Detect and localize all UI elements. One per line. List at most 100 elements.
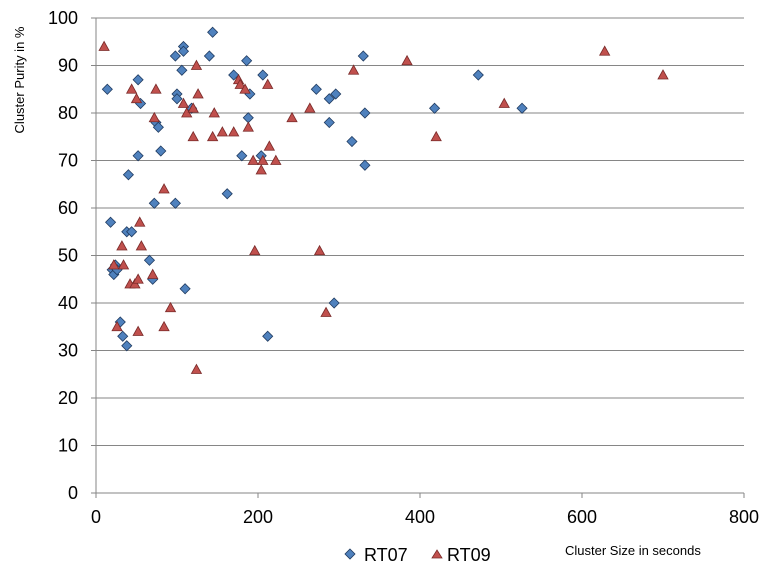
data-point-rt07 (171, 93, 183, 105)
data-point-rt09 (108, 259, 120, 270)
data-point-rt09 (164, 301, 177, 313)
data-point-rt07 (359, 107, 371, 119)
legend-label-rt07: RT07 (364, 545, 408, 565)
data-point-rt07 (122, 169, 134, 181)
data-point-rt09 (234, 78, 246, 89)
data-point-rt07 (516, 102, 528, 114)
data-point-rt09 (134, 216, 146, 227)
data-point-rt07 (228, 69, 240, 81)
data-point-rt07 (242, 112, 254, 124)
data-point-rt09 (148, 111, 160, 123)
data-point-rt07 (346, 135, 358, 148)
data-point-rt09 (206, 130, 219, 142)
data-point-rt09 (657, 69, 669, 80)
data-point-rt07 (221, 188, 233, 200)
data-point-rt09 (117, 259, 130, 270)
y-tick-label: 50 (58, 246, 78, 266)
data-point-rt09 (132, 325, 144, 336)
data-point-rt09 (190, 363, 203, 374)
data-point-rt09 (242, 121, 254, 132)
data-point-rt09 (401, 54, 413, 66)
data-point-rt09 (135, 240, 148, 251)
data-point-rt07 (472, 69, 484, 81)
data-point-rt09 (177, 97, 190, 108)
data-point-rt07 (236, 150, 248, 162)
data-point-rt07 (207, 26, 219, 38)
data-point-rt07 (126, 226, 138, 238)
y-tick-label: 70 (58, 151, 78, 171)
data-point-rt07 (152, 121, 164, 133)
data-point-rt09 (498, 97, 510, 108)
x-tick-label: 800 (729, 507, 759, 527)
data-point-rt09 (158, 320, 170, 332)
x-tick-label: 400 (405, 507, 435, 527)
data-point-rt07 (132, 150, 144, 162)
data-point-rt09 (249, 244, 261, 256)
data-point-rt09 (116, 240, 128, 251)
data-point-rt07 (328, 297, 340, 309)
y-tick-label: 80 (58, 103, 78, 123)
legend-marker-rt07 (344, 548, 356, 560)
data-point-rt09 (130, 92, 143, 104)
data-point-rt07 (143, 254, 156, 266)
data-point-rt07 (357, 50, 369, 62)
y-tick-labels: 0 10 20 30 40 50 60 70 80 90 100 (48, 8, 96, 503)
gridlines (96, 17, 744, 446)
data-point-rt07 (176, 64, 188, 76)
data-point-rt09 (263, 140, 276, 151)
data-point-rt09 (599, 45, 611, 56)
data-point-rt07 (177, 45, 190, 57)
data-point-rt09 (158, 183, 170, 194)
data-point-rt09 (187, 130, 199, 142)
data-point-rt09 (347, 64, 360, 75)
data-points (98, 26, 669, 374)
data-point-rt09 (286, 111, 298, 123)
data-point-rt09 (270, 154, 282, 165)
data-point-rt07 (330, 88, 342, 100)
y-tick-label: 90 (58, 56, 78, 76)
data-point-rt09 (430, 130, 442, 142)
y-tick-label: 100 (48, 8, 78, 28)
x-tick-label: 0 (91, 507, 101, 527)
y-axis-title: Cluster Purity in % (12, 26, 27, 133)
y-tick-label: 0 (68, 483, 78, 503)
data-point-rt07 (169, 197, 181, 209)
x-tick-label: 200 (243, 507, 273, 527)
data-point-rt09 (216, 126, 229, 137)
data-point-rt07 (262, 330, 274, 342)
data-point-rt07 (105, 216, 117, 228)
data-point-rt09 (111, 320, 123, 332)
data-point-rt07 (310, 83, 322, 95)
legend-item-rt07: RT07 (344, 545, 408, 565)
data-point-rt09 (257, 154, 269, 165)
legend-marker-rt09 (431, 549, 443, 559)
data-point-rt07 (121, 340, 133, 352)
data-point-rt09 (247, 154, 259, 165)
data-point-rt07 (132, 74, 144, 86)
data-point-rt09 (255, 164, 267, 175)
data-point-rt09 (132, 273, 144, 284)
data-point-rt09 (208, 107, 220, 118)
data-point-rt07 (101, 83, 113, 95)
data-point-rt07 (257, 69, 269, 81)
data-point-rt09 (262, 78, 274, 89)
data-point-rt07 (169, 50, 181, 62)
data-point-rt07 (323, 93, 335, 105)
data-point-rt07 (179, 283, 191, 295)
data-point-rt09 (304, 102, 316, 113)
data-point-rt07 (429, 102, 441, 114)
data-point-rt07 (155, 145, 167, 157)
data-point-rt09 (192, 88, 204, 99)
data-point-rt09 (125, 83, 138, 94)
y-tick-label: 20 (58, 388, 78, 408)
data-point-rt09 (98, 40, 110, 51)
data-point-rt09 (190, 59, 203, 70)
x-tick-label: 600 (567, 507, 597, 527)
data-point-rt09 (147, 268, 159, 279)
data-point-rt07 (203, 50, 215, 62)
x-tick-labels: 0 200 400 600 800 (91, 493, 759, 527)
x-axis-title: Cluster Size in seconds (565, 543, 701, 558)
legend-item-rt09: RT09 (431, 545, 491, 565)
data-point-rt07 (359, 159, 371, 171)
data-point-rt09 (228, 126, 240, 137)
